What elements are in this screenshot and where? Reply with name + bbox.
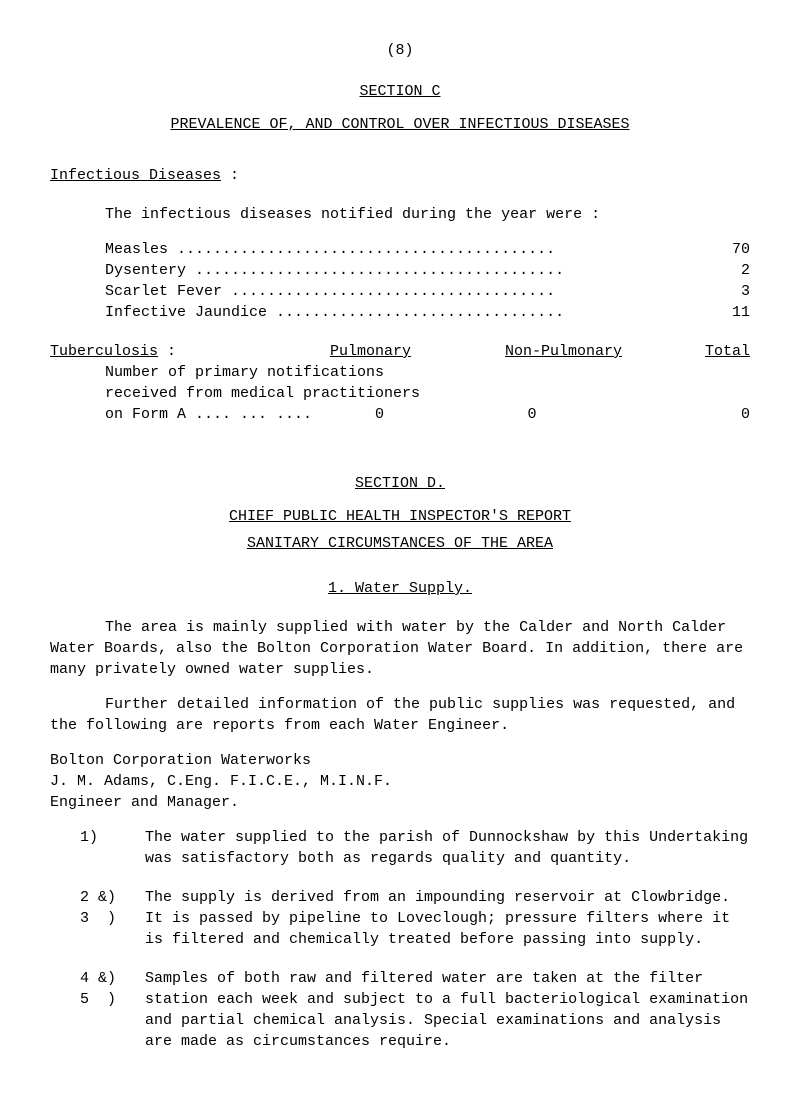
item-row: 1) The water supplied to the parish of D… xyxy=(80,827,750,869)
colon: : xyxy=(167,343,176,360)
section-d-heading: SECTION D. xyxy=(50,473,750,494)
bolton-line-2: J. M. Adams, C.Eng. F.I.C.E., M.I.N.F. xyxy=(50,771,750,792)
disease-label: Measles ................................… xyxy=(105,239,710,260)
item-row: 2 &) 3 ) The supply is derived from an i… xyxy=(80,887,750,950)
colon: : xyxy=(230,167,239,184)
tb-desc-line2: received from medical practitioners xyxy=(105,383,750,404)
tb-header-row: Tuberculosis : Pulmonary Non-Pulmonary T… xyxy=(50,341,750,362)
item-text: The supply is derived from an impounding… xyxy=(145,887,750,950)
item-row: 4 &) 5 ) Samples of both raw and filtere… xyxy=(80,968,750,1052)
tb-col-nonpulmonary: Non-Pulmonary xyxy=(505,341,680,362)
infectious-diseases-block: Infectious Diseases : xyxy=(50,165,750,186)
water-supply-text: 1. Water Supply. xyxy=(328,580,472,597)
tb-desc-line1: Number of primary notifications xyxy=(105,362,750,383)
tb-val-total: 0 xyxy=(680,404,750,425)
section-c-title-text: PREVALENCE OF, AND CONTROL OVER INFECTIO… xyxy=(170,116,629,133)
water-para-1: The area is mainly supplied with water b… xyxy=(50,617,750,680)
item-number: 4 &) 5 ) xyxy=(80,968,145,1052)
disease-value: 3 xyxy=(710,281,750,302)
disease-label: Scarlet Fever ..........................… xyxy=(105,281,710,302)
tb-val-nonpulmonary: 0 xyxy=(528,404,681,425)
tb-col-pulmonary: Pulmonary xyxy=(330,341,505,362)
section-d-heading-text: SECTION D. xyxy=(355,475,445,492)
disease-value: 11 xyxy=(710,302,750,323)
disease-row: Dysentery ..............................… xyxy=(105,260,750,281)
infectious-diseases-heading: Infectious Diseases xyxy=(50,167,221,184)
tuberculosis-block: Tuberculosis : Pulmonary Non-Pulmonary T… xyxy=(50,341,750,425)
item-text: The water supplied to the parish of Dunn… xyxy=(145,827,750,869)
page-number: (8) xyxy=(50,40,750,61)
water-para-2: Further detailed information of the publ… xyxy=(50,694,750,736)
bolton-line-1: Bolton Corporation Waterworks xyxy=(50,750,750,771)
disease-label: Infective Jaundice .....................… xyxy=(105,302,710,323)
disease-row: Measles ................................… xyxy=(105,239,750,260)
section-c-heading-text: SECTION C xyxy=(359,83,440,100)
disease-label: Dysentery ..............................… xyxy=(105,260,710,281)
disease-row: Scarlet Fever ..........................… xyxy=(105,281,750,302)
tb-heading-wrap: Tuberculosis : xyxy=(50,341,330,362)
section-d-title2-text: SANITARY CIRCUMSTANCES OF THE AREA xyxy=(247,535,553,552)
col-label: Pulmonary xyxy=(330,343,411,360)
infectious-intro: The infectious diseases notified during … xyxy=(105,204,750,225)
disease-value: 70 xyxy=(710,239,750,260)
bolton-line-3: Engineer and Manager. xyxy=(50,792,750,813)
section-c-title: PREVALENCE OF, AND CONTROL OVER INFECTIO… xyxy=(50,114,750,135)
water-supply-heading: 1. Water Supply. xyxy=(50,578,750,599)
tuberculosis-heading: Tuberculosis xyxy=(50,343,158,360)
item-text: Samples of both raw and filtered water a… xyxy=(145,968,750,1052)
section-d-title2: SANITARY CIRCUMSTANCES OF THE AREA xyxy=(50,533,750,554)
disease-value: 2 xyxy=(710,260,750,281)
section-d-title1-text: CHIEF PUBLIC HEALTH INSPECTOR'S REPORT xyxy=(229,508,571,525)
disease-row: Infective Jaundice .....................… xyxy=(105,302,750,323)
section-d-title1: CHIEF PUBLIC HEALTH INSPECTOR'S REPORT xyxy=(50,506,750,527)
disease-table: Measles ................................… xyxy=(105,239,750,323)
item-number: 2 &) 3 ) xyxy=(80,887,145,950)
tb-col-total: Total xyxy=(680,341,750,362)
tb-desc-line3: on Form A .... ... .... xyxy=(105,404,375,425)
col-label: Total xyxy=(705,343,750,360)
tb-data-row: on Form A .... ... .... 0 0 0 xyxy=(105,404,750,425)
col-label: Non-Pulmonary xyxy=(505,343,622,360)
section-c-heading: SECTION C xyxy=(50,81,750,102)
item-number: 1) xyxy=(80,827,145,869)
tb-val-pulmonary: 0 xyxy=(375,404,528,425)
